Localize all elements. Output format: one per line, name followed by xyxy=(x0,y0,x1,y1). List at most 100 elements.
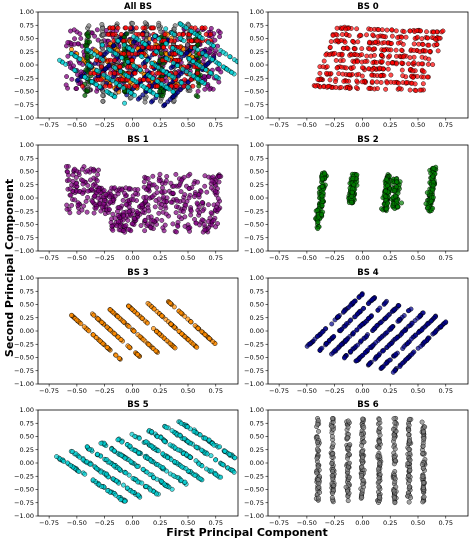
scatter-point xyxy=(381,40,387,45)
scatter-point xyxy=(314,207,320,213)
y-tick-label: 0.00 xyxy=(250,61,264,69)
scatter-point xyxy=(317,70,323,76)
y-tick-label: 1.00 xyxy=(20,406,34,414)
scatter-points xyxy=(63,164,224,235)
scatter-point xyxy=(102,51,108,57)
scatter-point xyxy=(341,78,347,84)
scatter-point xyxy=(167,442,173,448)
scatter-point xyxy=(162,31,168,37)
scatter-point xyxy=(157,89,162,94)
scatter-point xyxy=(168,180,174,186)
scatter-point xyxy=(163,26,169,32)
scatter-point xyxy=(343,338,349,344)
scatter-point xyxy=(145,176,151,182)
x-tick-label: 0.00 xyxy=(125,387,139,395)
panel-6: BS 5−0.75 −0.50 −0.25 0.00 0.25 0.50 0.75−1.00… xyxy=(14,400,239,527)
x-tick-label: 0.25 xyxy=(153,121,167,129)
y-tick-label: 1.00 xyxy=(20,141,34,149)
scatter-point xyxy=(330,33,336,38)
scatter-point xyxy=(220,49,226,55)
scatter-point xyxy=(188,212,194,218)
scatter-point xyxy=(105,488,110,494)
scatter-point xyxy=(141,184,147,190)
scatter-point xyxy=(118,497,124,503)
scatter-point xyxy=(121,482,126,488)
y-tick-label: 0.50 xyxy=(250,433,264,441)
scatter-point xyxy=(97,338,103,344)
scatter-point xyxy=(69,46,74,52)
y-tick-label: −1.00 xyxy=(244,247,264,255)
scatter-point xyxy=(133,191,139,197)
y-tick-label: −0.75 xyxy=(14,101,34,109)
scatter-point xyxy=(394,53,399,59)
y-tick-label: 0.25 xyxy=(20,446,34,454)
scatter-point xyxy=(396,317,402,323)
scatter-point xyxy=(181,38,187,44)
scatter-point xyxy=(392,446,398,452)
scatter-point xyxy=(316,214,321,220)
scatter-point xyxy=(161,68,166,74)
panel-title: BS 5 xyxy=(127,400,149,410)
x-tick-label: −0.25 xyxy=(95,519,115,527)
scatter-point xyxy=(202,183,208,189)
scatter-point xyxy=(354,78,360,84)
scatter-point xyxy=(171,60,176,66)
scatter-point xyxy=(389,324,395,330)
scatter-point xyxy=(159,81,165,87)
scatter-point xyxy=(389,33,395,39)
scatter-point xyxy=(126,303,132,309)
scatter-point xyxy=(373,340,379,345)
x-tick-label: −0.25 xyxy=(95,121,115,129)
scatter-point xyxy=(392,500,398,506)
scatter-point xyxy=(185,226,191,231)
scatter-point xyxy=(66,172,71,178)
scatter-point xyxy=(150,218,156,224)
y-tick-label: 1.00 xyxy=(20,274,34,282)
scatter-point xyxy=(185,42,190,48)
scatter-point xyxy=(153,198,159,203)
panel-7: BS 6−0.75 −0.50 −0.25 0.00 0.25 0.50 0.75−1.00… xyxy=(244,400,469,527)
scatter-point xyxy=(74,86,79,91)
scatter-point xyxy=(174,229,179,235)
scatter-point xyxy=(376,439,382,444)
y-tick-label: 0.50 xyxy=(250,301,264,309)
scatter-point xyxy=(143,194,149,200)
scatter-point xyxy=(324,64,330,70)
scatter-point xyxy=(121,85,126,91)
scatter-point xyxy=(419,61,425,67)
scatter-point xyxy=(406,499,412,505)
scatter-point xyxy=(416,330,421,335)
scatter-point xyxy=(83,67,89,73)
y-tick-label: 0.00 xyxy=(20,61,34,69)
scatter-point xyxy=(118,452,124,458)
scatter-point xyxy=(361,439,367,445)
scatter-point xyxy=(210,339,216,344)
scatter-point xyxy=(142,228,148,234)
scatter-point xyxy=(383,177,389,182)
scatter-point xyxy=(353,85,359,90)
scatter-point xyxy=(119,439,125,445)
scatter-point xyxy=(329,473,335,478)
scatter-point xyxy=(380,364,386,370)
scatter-point xyxy=(379,59,385,65)
scatter-point xyxy=(213,74,219,79)
x-tick-label: 0.25 xyxy=(153,519,167,527)
scatter-point xyxy=(112,94,118,100)
scatter-point xyxy=(72,166,77,172)
scatter-point xyxy=(86,23,92,29)
scatter-point xyxy=(195,76,201,82)
scatter-point xyxy=(189,28,194,34)
scatter-point xyxy=(171,183,177,189)
scatter-point xyxy=(374,79,380,85)
scatter-point xyxy=(204,451,210,457)
scatter-point xyxy=(210,43,216,49)
scatter-point xyxy=(179,80,185,86)
scatter-point xyxy=(163,41,169,46)
scatter-point xyxy=(359,473,365,478)
scatter-point xyxy=(124,485,130,491)
scatter-point xyxy=(116,355,122,361)
scatter-point xyxy=(375,466,381,472)
x-tick-label: 0.75 xyxy=(439,387,453,395)
scatter-point xyxy=(182,334,188,339)
scatter-point xyxy=(198,189,204,195)
